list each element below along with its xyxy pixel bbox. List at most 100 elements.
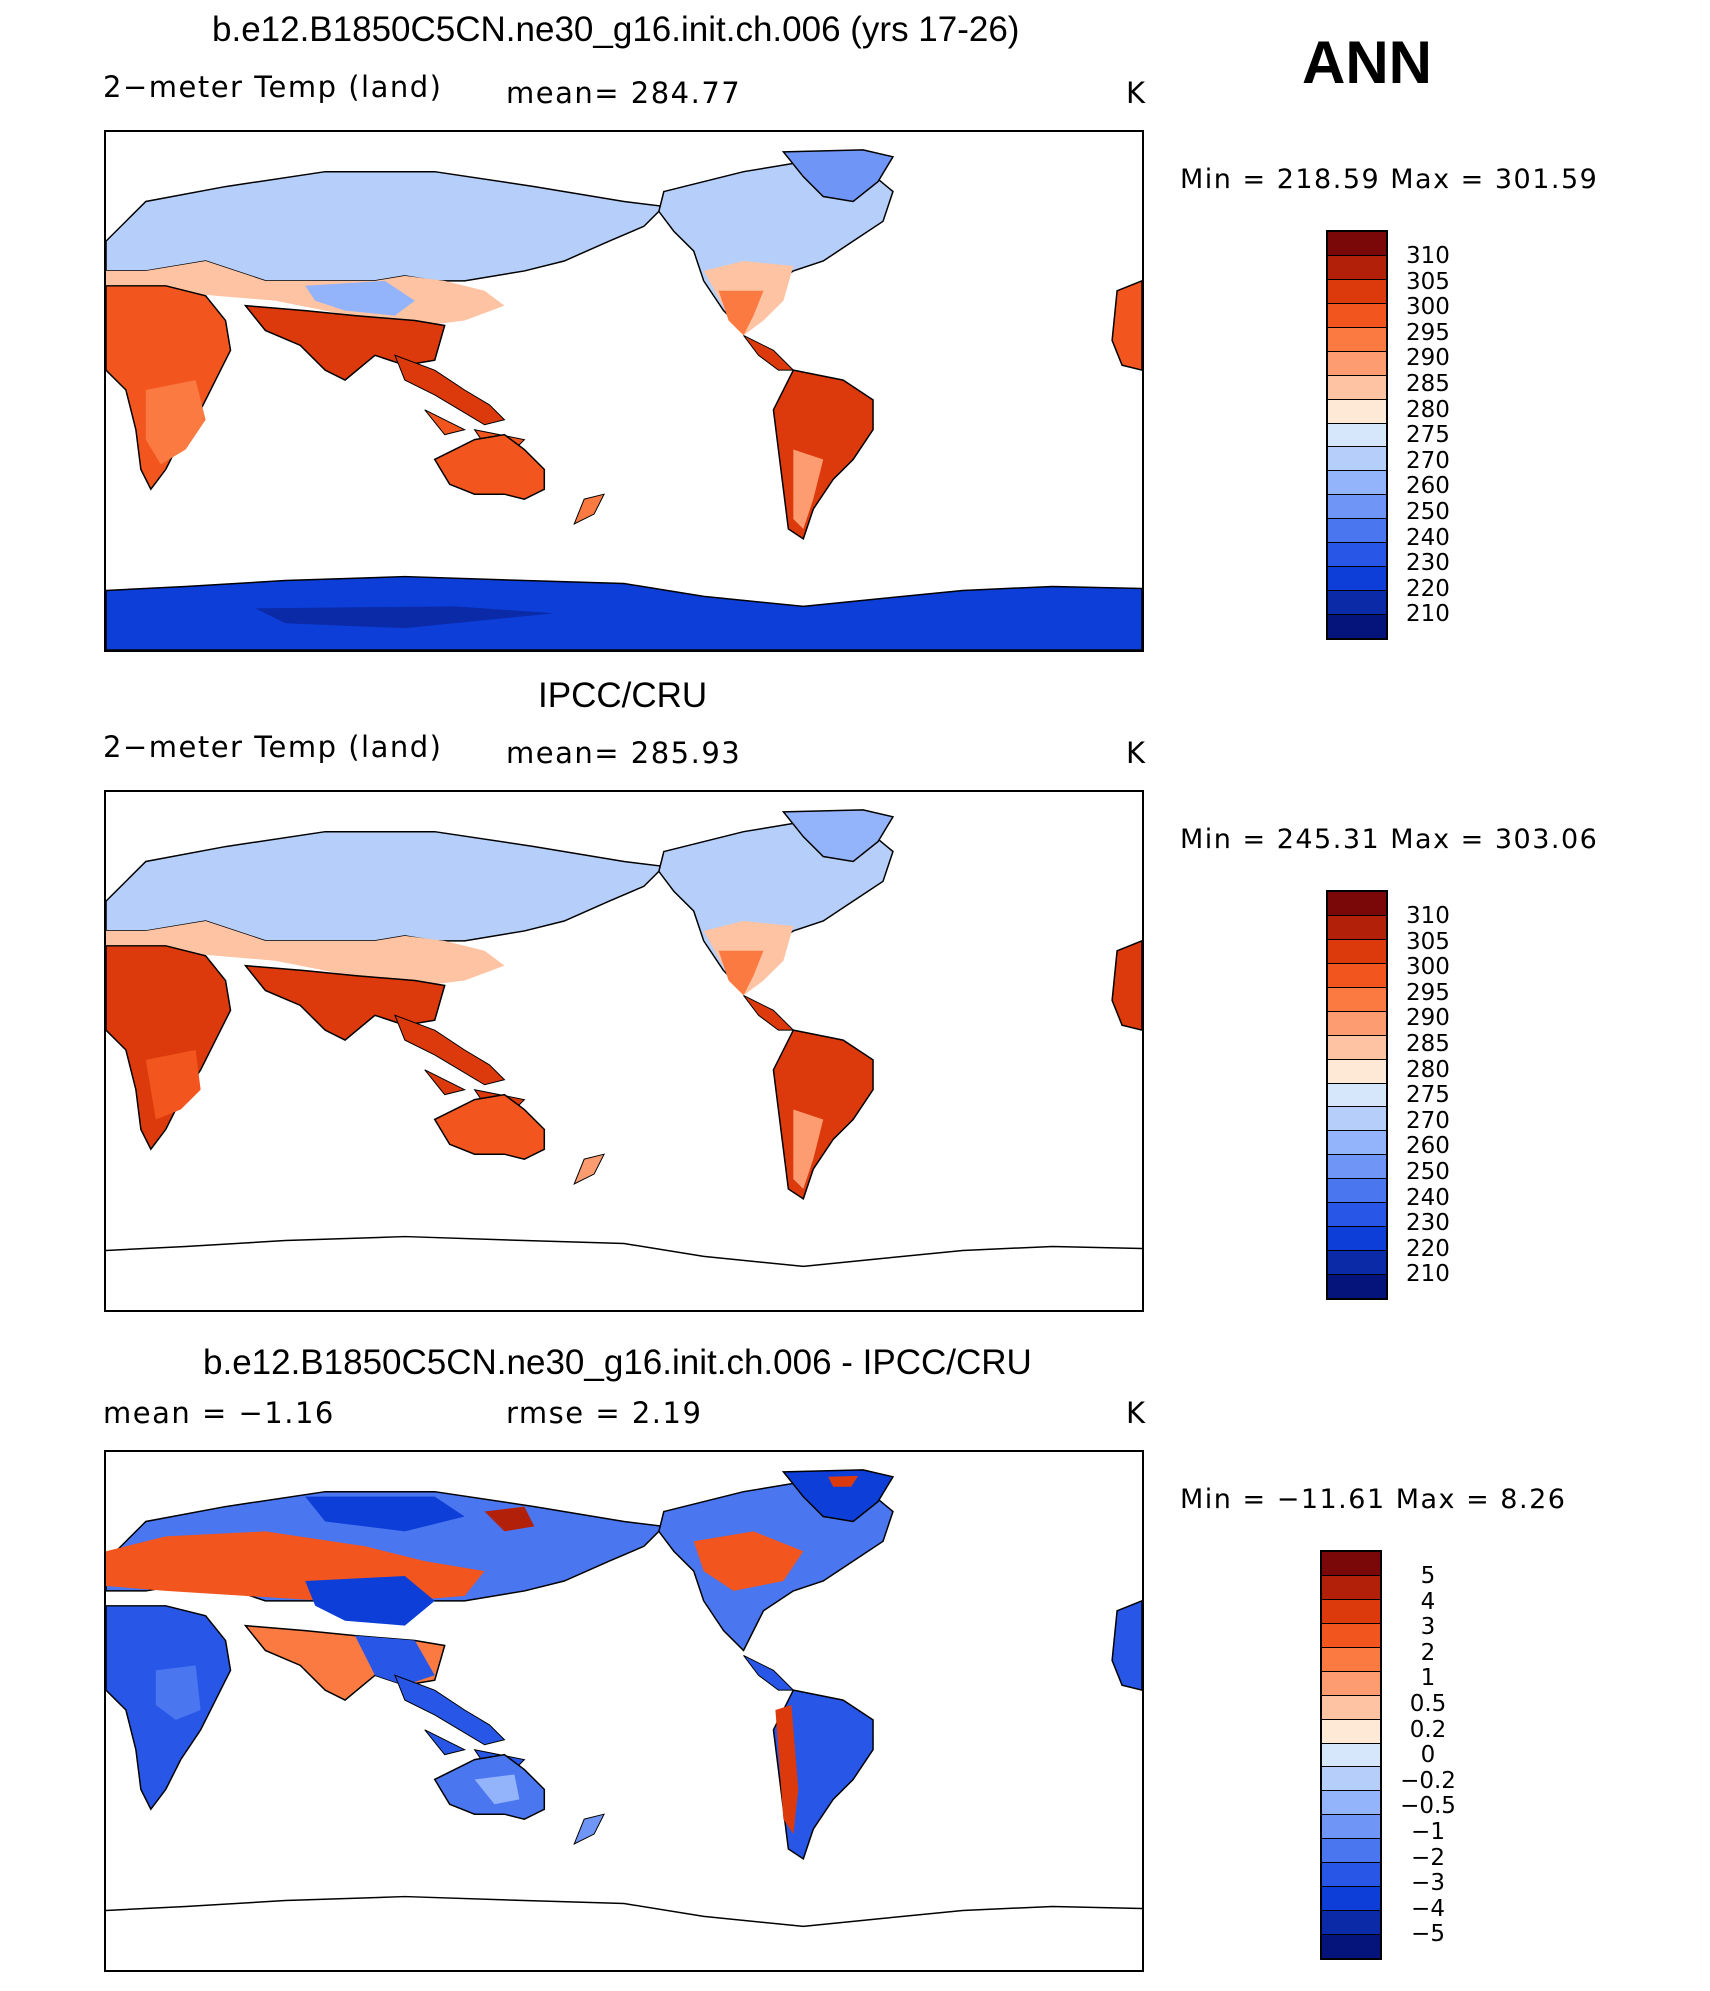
colorbar-label: 310 (1406, 903, 1450, 929)
colorbar-swatch (1328, 615, 1386, 638)
panel1-map (104, 130, 1144, 652)
panel2-colorbar (1326, 890, 1388, 1300)
colorbar-label: 285 (1406, 370, 1450, 397)
panel2-map (104, 790, 1144, 1312)
colorbar-label: 300 (1406, 294, 1450, 321)
colorbar-swatch (1322, 1671, 1380, 1696)
colorbar-swatch (1322, 1695, 1380, 1720)
colorbar-swatch (1322, 1815, 1380, 1840)
colorbar-label: 290 (1406, 1005, 1450, 1032)
colorbar-swatch (1328, 495, 1386, 520)
colorbar-swatch (1328, 423, 1386, 448)
colorbar-label: 0.5 (1409, 1690, 1447, 1717)
colorbar-label: 250 (1406, 498, 1450, 525)
colorbar-label: 230 (1406, 550, 1450, 577)
colorbar-label: −3 (1411, 1870, 1445, 1897)
panel3-colorbar (1320, 1550, 1382, 1960)
panel2-colorbar-labels: 310 305 300 295 290 285 280 275 270 260 … (1406, 903, 1450, 1288)
colorbar-swatch (1328, 447, 1386, 472)
colorbar-label: 220 (1406, 1235, 1450, 1262)
colorbar-swatch (1328, 591, 1386, 615)
panel1-colorbar (1326, 230, 1388, 640)
panel3-units: K (1126, 1396, 1147, 1430)
colorbar-swatch (1328, 471, 1386, 496)
colorbar-label: 305 (1406, 928, 1450, 955)
colorbar-label: 4 (1420, 1588, 1436, 1615)
colorbar-label: 240 (1406, 524, 1450, 551)
colorbar-label: 305 (1406, 268, 1450, 295)
colorbar-label: 210 (1406, 1261, 1450, 1288)
panel3-colorbar-labels: 5 4 3 2 1 0.5 0.2 0 −0.2 −0.5 −1 −2 −3 −… (1398, 1563, 1458, 1948)
panel3-mean-label: mean = −1.16 (103, 1396, 335, 1430)
panel3-minmax: Min = −11.61 Max = 8.26 (1180, 1484, 1567, 1515)
colorbar-swatch (1322, 1552, 1380, 1576)
colorbar-swatch (1328, 1179, 1386, 1204)
colorbar-label: 295 (1406, 319, 1450, 346)
colorbar-swatch (1322, 1791, 1380, 1816)
colorbar-swatch (1322, 1623, 1380, 1648)
panel1-units: K (1126, 76, 1147, 110)
colorbar-label: 270 (1406, 447, 1450, 474)
colorbar-label: 1 (1420, 1665, 1436, 1692)
greenland (781, 149, 895, 203)
colorbar-label: 2 (1420, 1639, 1436, 1666)
colorbar-label: 270 (1406, 1107, 1450, 1134)
colorbar-swatch (1328, 375, 1386, 400)
colorbar-label: 285 (1406, 1030, 1450, 1057)
colorbar-swatch (1322, 1887, 1380, 1912)
panel2-units: K (1126, 736, 1147, 770)
colorbar-label: 5 (1420, 1563, 1436, 1589)
colorbar-label: −1 (1411, 1818, 1445, 1845)
colorbar-label: −5 (1411, 1921, 1445, 1948)
colorbar-label: 260 (1406, 1133, 1450, 1160)
panel1-variable-label: 2−meter Temp (land) (103, 70, 443, 104)
colorbar-swatch (1328, 279, 1386, 304)
colorbar-swatch (1328, 1107, 1386, 1132)
colorbar-swatch (1322, 1767, 1380, 1792)
colorbar-swatch (1328, 303, 1386, 328)
colorbar-label: −2 (1411, 1844, 1445, 1871)
colorbar-swatch (1328, 567, 1386, 592)
colorbar-swatch (1328, 1059, 1386, 1084)
colorbar-label: −0.2 (1400, 1767, 1456, 1794)
colorbar-label: 0 (1420, 1742, 1436, 1769)
colorbar-swatch (1328, 232, 1386, 256)
colorbar-swatch (1328, 987, 1386, 1012)
panel2-minmax: Min = 245.31 Max = 303.06 (1180, 824, 1599, 855)
colorbar-label: 310 (1406, 243, 1450, 269)
panel2-title: IPCC/CRU (538, 676, 708, 715)
panel3-map (104, 1450, 1144, 1972)
colorbar-label: 240 (1406, 1184, 1450, 1211)
colorbar-swatch (1328, 1251, 1386, 1275)
colorbar-label: 210 (1406, 601, 1450, 628)
colorbar-swatch (1328, 1035, 1386, 1060)
colorbar-label: 295 (1406, 979, 1450, 1006)
panel1-minmax: Min = 218.59 Max = 301.59 (1180, 164, 1599, 195)
colorbar-swatch (1328, 519, 1386, 544)
colorbar-label: 275 (1406, 422, 1450, 449)
colorbar-label: 0.2 (1409, 1716, 1447, 1743)
central-america (743, 334, 795, 371)
colorbar-swatch (1328, 1011, 1386, 1036)
panel3-title: b.e12.B1850C5CN.ne30_g16.init.ch.006 - I… (203, 1343, 1032, 1382)
colorbar-label: 280 (1406, 1056, 1450, 1083)
colorbar-swatch (1328, 255, 1386, 280)
colorbar-swatch (1322, 1743, 1380, 1768)
season-label: ANN (1302, 29, 1432, 96)
colorbar-swatch (1328, 327, 1386, 352)
colorbar-swatch (1328, 1131, 1386, 1156)
colorbar-swatch (1328, 1275, 1386, 1298)
colorbar-label: 260 (1406, 473, 1450, 500)
colorbar-swatch (1328, 1227, 1386, 1252)
colorbar-label: 290 (1406, 345, 1450, 372)
colorbar-swatch (1328, 892, 1386, 916)
panel1-title: b.e12.B1850C5CN.ne30_g16.init.ch.006 (yr… (212, 10, 1020, 49)
panel2-mean-label: mean= 285.93 (506, 736, 742, 770)
colorbar-swatch (1322, 1839, 1380, 1864)
colorbar-swatch (1328, 939, 1386, 964)
colorbar-label: −4 (1411, 1895, 1445, 1922)
colorbar-label: 3 (1420, 1614, 1436, 1641)
colorbar-label: −0.5 (1400, 1793, 1456, 1820)
colorbar-swatch (1328, 1203, 1386, 1228)
colorbar-swatch (1328, 963, 1386, 988)
